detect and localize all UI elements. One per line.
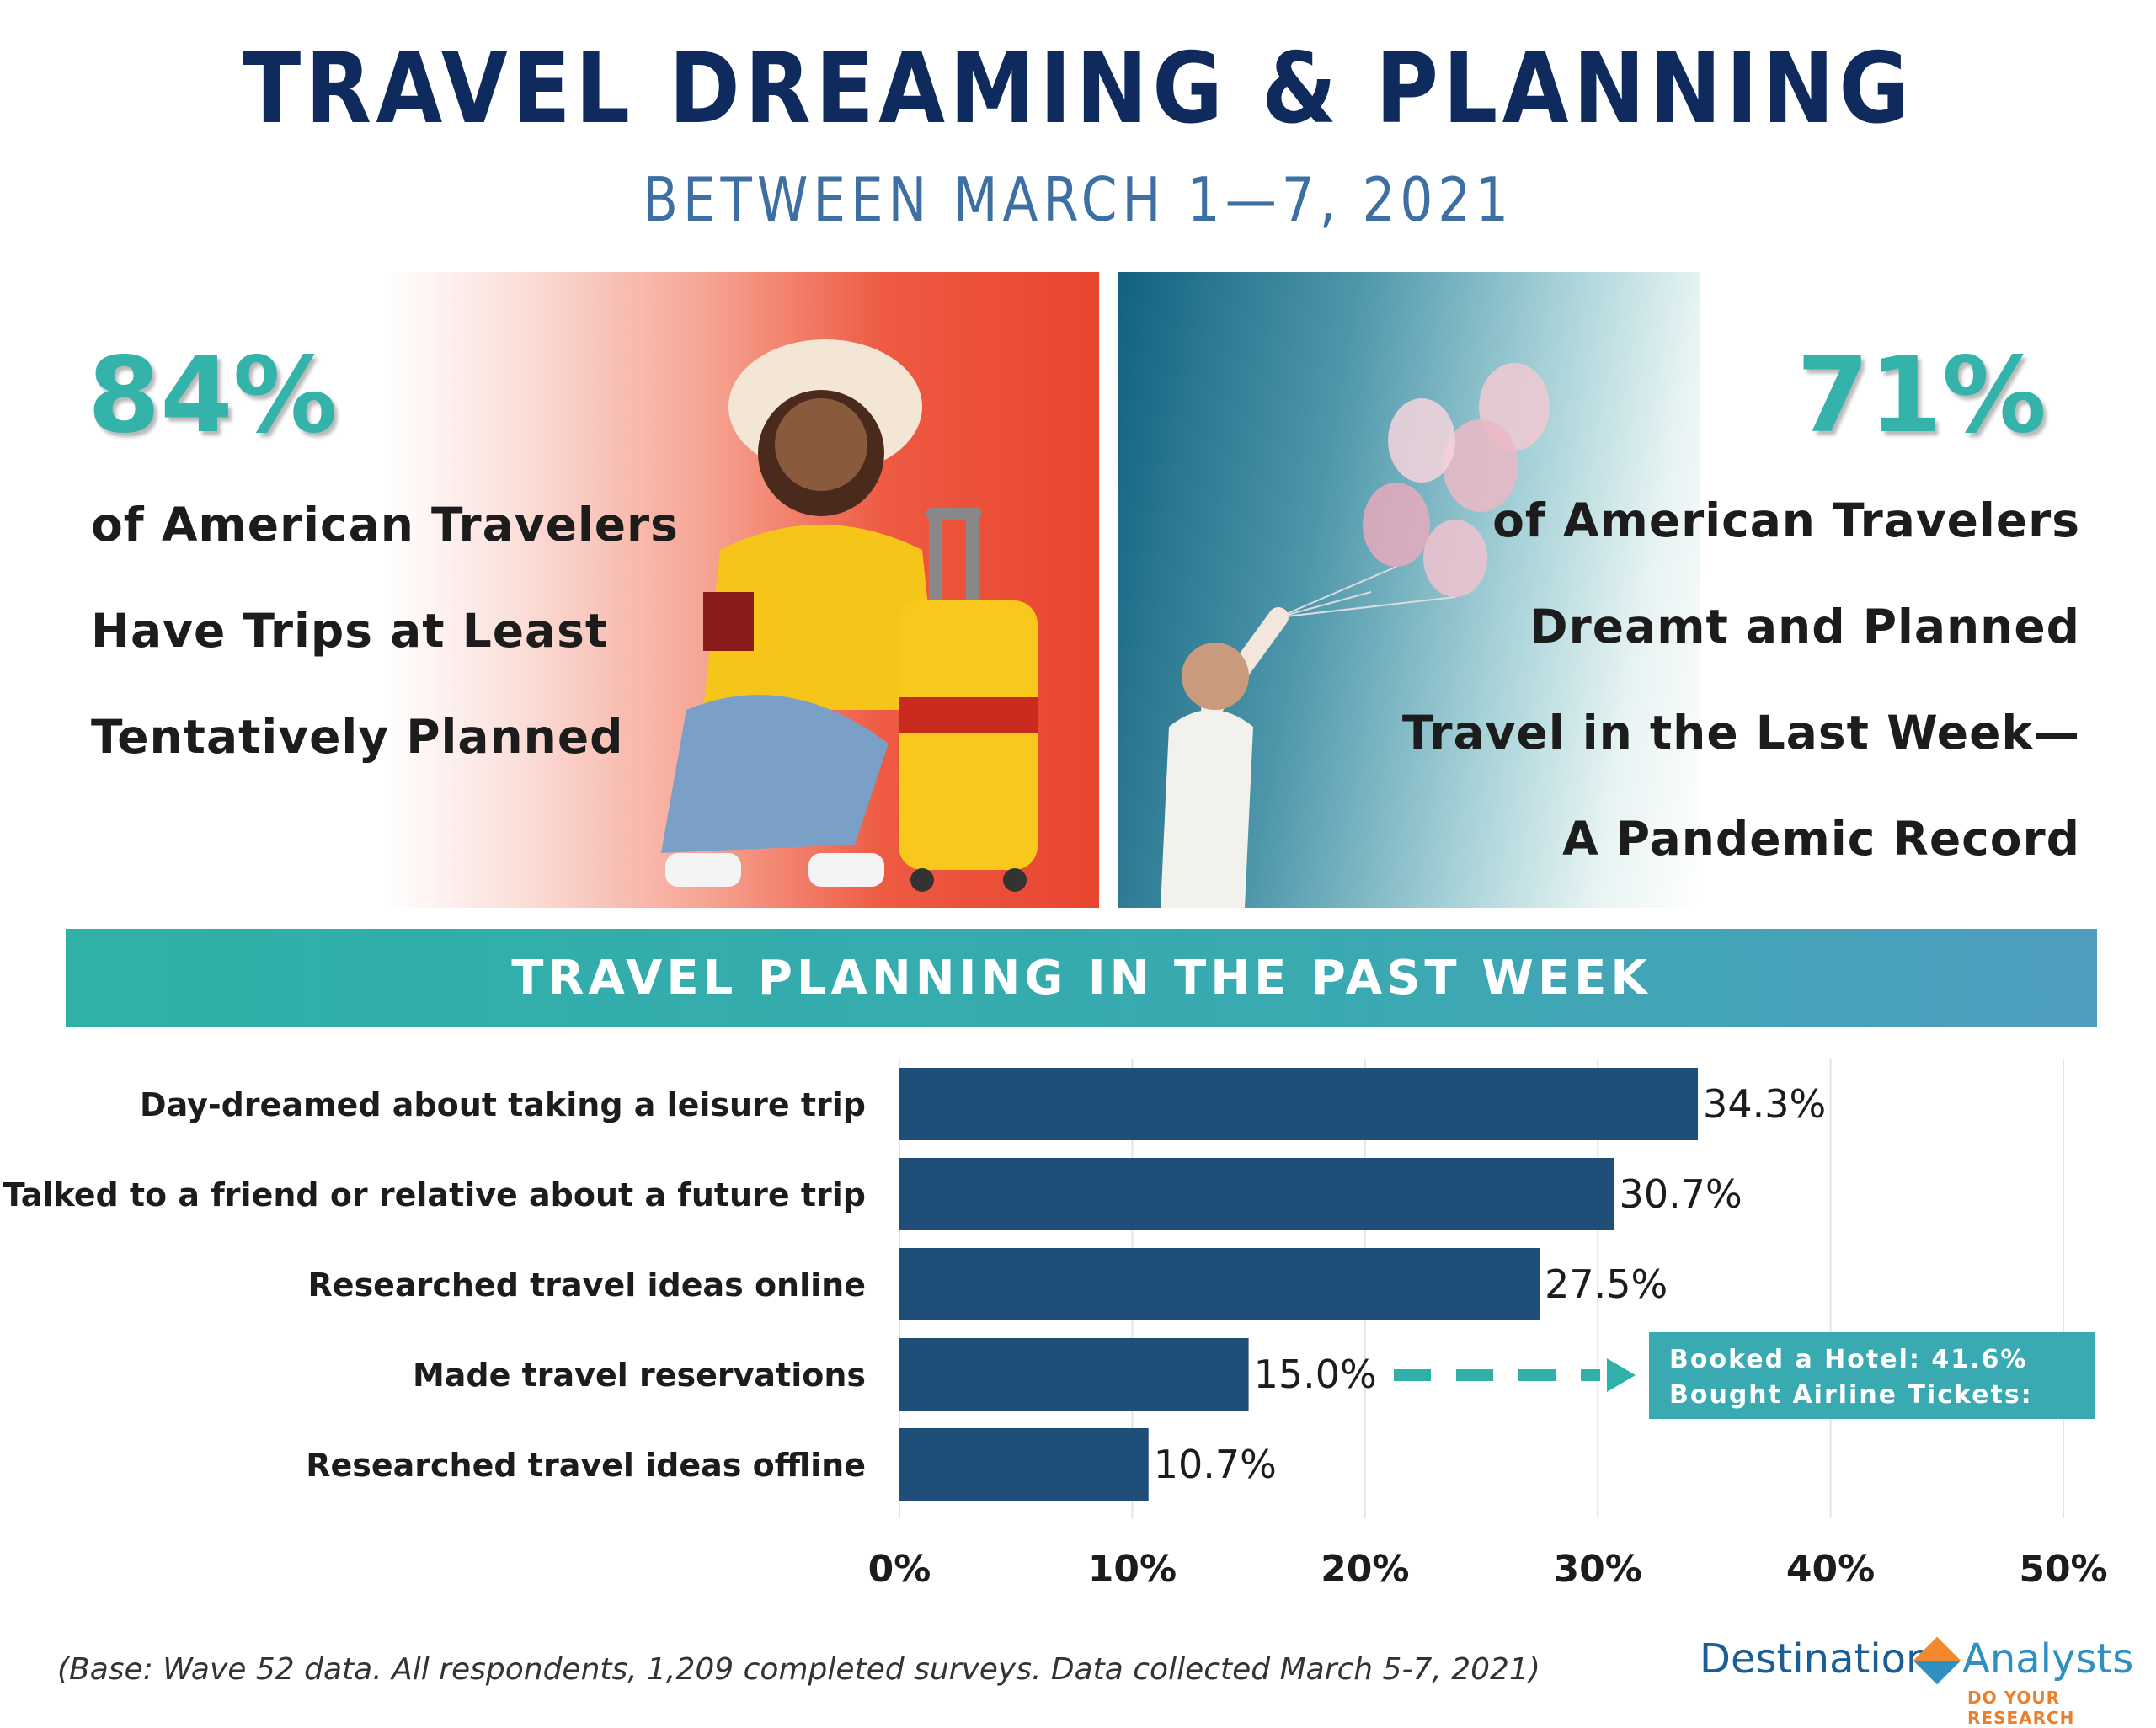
category-label: Day-dreamed about taking a leisure trip bbox=[140, 1086, 866, 1123]
x-tick-label: 40% bbox=[1786, 1548, 1875, 1591]
x-tick-label: 0% bbox=[868, 1548, 931, 1591]
planned-trips-percent: 84% bbox=[88, 335, 338, 456]
hotel-booking-stat: Booked a Hotel: 41.6% bbox=[1669, 1345, 2028, 1374]
chart-labels: 0% 10% 20% 30% 40% 50% Day-dreamed about takin… bbox=[3, 1081, 2108, 1591]
value-label: 34.3% bbox=[1703, 1081, 1826, 1127]
dreamt-planned-line: Dreamt and Planned bbox=[1529, 600, 2080, 653]
x-tick-label: 20% bbox=[1321, 1548, 1409, 1591]
destination-analysts-logo: Destination Analysts DO YOUR RESEARCH bbox=[1700, 1632, 2137, 1728]
bar bbox=[899, 1428, 1149, 1501]
traveler-photo-panel bbox=[383, 272, 1099, 908]
reservation-breakdown-callout: Booked a Hotel: 41.6% Bought Airline Tic… bbox=[1649, 1332, 2095, 1445]
chart-bars bbox=[899, 1068, 1699, 1501]
dreamt-planned-description: of American Travelers Dreamt and Planned… bbox=[1364, 467, 2080, 892]
bar bbox=[899, 1068, 1699, 1140]
page-subtitle: BETWEEN MARCH 1—7, 2021 bbox=[642, 164, 1514, 235]
x-tick-label: 10% bbox=[1088, 1548, 1177, 1591]
bar bbox=[899, 1248, 1540, 1320]
category-label: Made travel reservations bbox=[413, 1357, 866, 1394]
dreamt-planned-line: of American Travelers bbox=[1492, 493, 2080, 547]
base-footnote: (Base: Wave 52 data. All respondents, 1,… bbox=[57, 1652, 1540, 1687]
x-tick-label: 30% bbox=[1554, 1548, 1642, 1591]
reservation-arrow bbox=[1394, 1358, 1636, 1392]
bar bbox=[899, 1338, 1249, 1411]
arrow-head-icon bbox=[1607, 1358, 1636, 1392]
girl-with-balloons-illustration bbox=[1161, 363, 1550, 908]
planned-trips-line: Tentatively Planned bbox=[91, 710, 624, 764]
section-banner: TRAVEL PLANNING IN THE PAST WEEK bbox=[66, 929, 2097, 1027]
traveler-with-suitcase-illustration bbox=[661, 339, 1038, 892]
logo-tagline: DO YOUR RESEARCH bbox=[1967, 1688, 2075, 1728]
planned-trips-line: of American Travelers bbox=[91, 498, 679, 552]
category-label: Talked to a friend or relative about a f… bbox=[3, 1176, 866, 1213]
dreamt-planned-percent: 71% bbox=[1796, 335, 2047, 456]
dreamt-planned-line: Travel in the Last Week— bbox=[1401, 706, 2080, 760]
value-label: 10.7% bbox=[1154, 1442, 1277, 1487]
airline-tickets-stat: Bought Airline Tickets: 39.5% bbox=[1669, 1380, 2033, 1445]
value-label: 30.7% bbox=[1620, 1171, 1742, 1217]
dreamt-planned-line: A Pandemic Record bbox=[1562, 812, 2080, 866]
value-label: 27.5% bbox=[1545, 1261, 1668, 1307]
x-tick-label: 50% bbox=[2019, 1548, 2107, 1591]
planned-trips-line: Have Trips at Least bbox=[91, 604, 609, 658]
category-label: Researched travel ideas online bbox=[308, 1267, 866, 1304]
logo-wordmark-left: Destination bbox=[1700, 1635, 1932, 1683]
page-title: TRAVEL DREAMING & PLANNING bbox=[242, 32, 1914, 146]
bar bbox=[899, 1158, 1614, 1230]
balloon-photo-panel bbox=[1118, 272, 1700, 908]
section-banner-label: TRAVEL PLANNING IN THE PAST WEEK bbox=[511, 950, 1652, 1005]
category-label: Researched travel ideas offline bbox=[306, 1447, 866, 1484]
planned-trips-description: of American Travelers Have Trips at Leas… bbox=[91, 472, 680, 790]
value-label: 15.0% bbox=[1254, 1352, 1377, 1397]
logo-wordmark-right: Analysts bbox=[1962, 1635, 2134, 1683]
